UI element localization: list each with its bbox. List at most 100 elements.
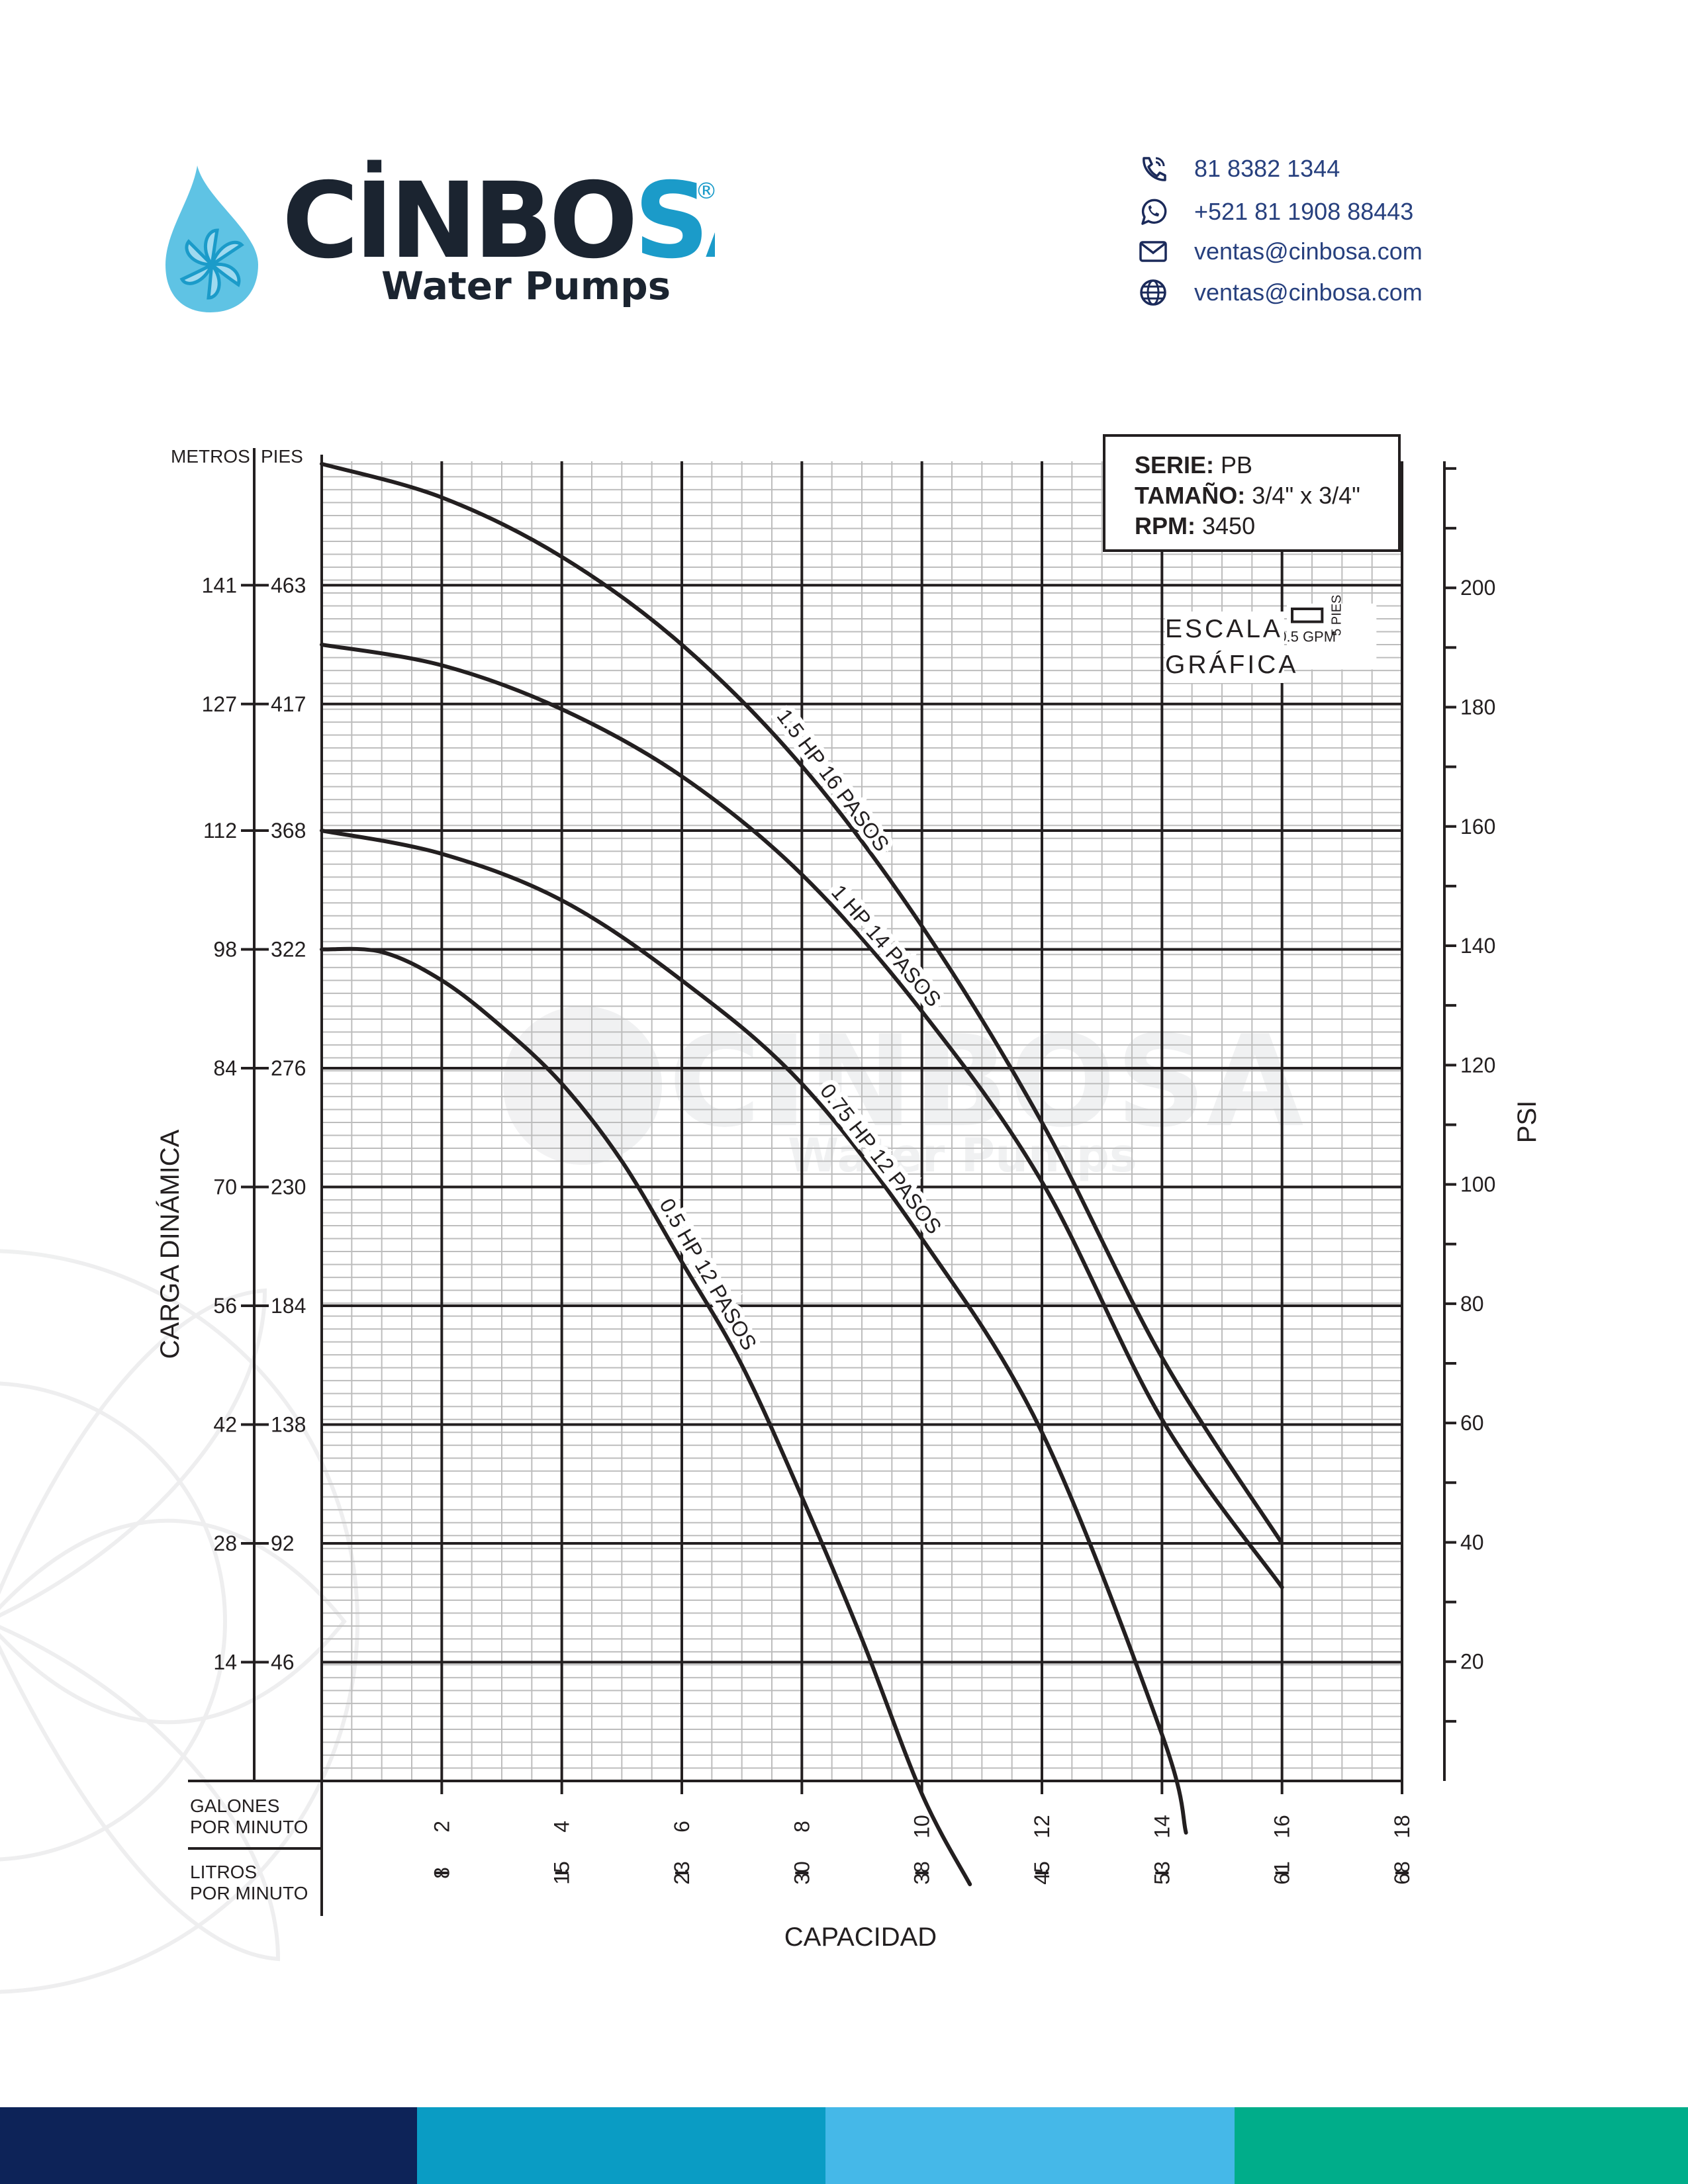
- x-tick-label-lpm: 8: [430, 1867, 453, 1879]
- footer-color-bar: [0, 2107, 1688, 2184]
- y-tick-label-pies: 92: [271, 1531, 295, 1555]
- y-tick-label-pies: 46: [271, 1651, 295, 1674]
- x-tick-label-lpm: 68: [1390, 1861, 1414, 1885]
- axes: [188, 448, 1446, 1916]
- y-tick-label-pies: 417: [271, 692, 306, 716]
- x-tick-label-lpm: 30: [790, 1861, 814, 1885]
- y-tick-label-pies: 322: [271, 938, 306, 962]
- x-tick-label-lpm: 61: [1270, 1861, 1294, 1885]
- x-row2-label-line1: LITROS: [190, 1862, 257, 1882]
- footer-segment: [825, 2107, 1235, 2184]
- scale-horizontal-label: 0.5 GPM: [1278, 629, 1336, 645]
- psi-tick-label: 100: [1460, 1173, 1495, 1197]
- x-row1-label-line2: POR MINUTO: [190, 1817, 308, 1837]
- x-tick-label-gpm: 2: [430, 1821, 453, 1833]
- x-tick-label-lpm: 23: [670, 1861, 694, 1885]
- registered-mark: ®: [695, 178, 715, 205]
- series-line: [320, 829, 1188, 1835]
- x-tick-label-gpm: 4: [550, 1821, 574, 1833]
- y-left-ticks: 14 46 28 92 42 138 56 184 70 230 84 276 98 322 112 368 1…: [202, 573, 306, 1674]
- y-header-metros: METROS: [171, 446, 250, 467]
- psi-tick-label: 20: [1460, 1650, 1484, 1674]
- tamano-row: TAMAÑO: 3/4" x 3/4": [1135, 480, 1398, 511]
- y2-axis-title: PSI: [1513, 1101, 1542, 1143]
- series-label: 1.5 HP 16 PASOS: [773, 705, 894, 856]
- psi-tick-label: 180: [1460, 695, 1495, 719]
- scale-line1: ESCALA: [1165, 615, 1283, 643]
- svg-text:CINBOSA: CINBOSA: [669, 1009, 1303, 1155]
- series-line: [320, 946, 972, 1887]
- whatsapp-icon: [1141, 199, 1167, 225]
- x-tick-label-gpm: 16: [1270, 1815, 1294, 1839]
- y-tick-label-metros: 112: [203, 819, 237, 842]
- y-tick-label-pies: 463: [271, 573, 306, 597]
- y-tick-label-metros: 14: [213, 1651, 237, 1674]
- footer-segment: [0, 2107, 417, 2184]
- svg-text:CİNBOSA: CİNBOSA: [282, 159, 715, 282]
- x-tick-label-lpm: 53: [1150, 1861, 1174, 1885]
- x-axis-title: CAPACIDAD: [784, 1923, 937, 1952]
- brand-name-blue: SA: [634, 160, 715, 282]
- psi-tick-label: 200: [1460, 576, 1495, 600]
- globe-icon: [1140, 279, 1166, 306]
- water-drop-icon: [165, 165, 258, 312]
- series-label-group: 0.5 HP 12 PASOS: [650, 1190, 766, 1359]
- y-tick-label-metros: 56: [213, 1294, 237, 1318]
- x-row2-label-line2: POR MINUTO: [190, 1883, 308, 1903]
- serie-label: SERIE:: [1135, 451, 1215, 478]
- psi-tick-label: 120: [1460, 1053, 1495, 1077]
- y-tick-label-pies: 184: [271, 1294, 306, 1318]
- y-tick-label-pies: 230: [271, 1175, 306, 1199]
- y-tick-label-metros: 127: [202, 692, 237, 716]
- footer-segment: [1235, 2107, 1688, 2184]
- scale-legend: ESCALA GRÁFICA: [1165, 612, 1295, 683]
- y-tick-label-metros: 141: [202, 573, 237, 597]
- x-tick-label-lpm: 45: [1030, 1861, 1054, 1885]
- y-tick-label-pies: 276: [271, 1056, 306, 1080]
- contact-email[interactable]: ventas@cinbosa.com: [1139, 232, 1423, 271]
- y-tick-label-metros: 98: [213, 938, 237, 962]
- psi-tick-label: 140: [1460, 934, 1495, 958]
- series-line: [320, 461, 1284, 1545]
- contact-whatsapp[interactable]: +521 81 1908 88443: [1139, 192, 1413, 232]
- series-label-group: 1 HP 14 PASOS: [822, 876, 951, 1016]
- scale-square: [1291, 608, 1324, 623]
- tamano-label: TAMAÑO:: [1135, 482, 1246, 509]
- x-tick-label-gpm: 12: [1030, 1815, 1054, 1839]
- psi-tick-label: 160: [1460, 815, 1495, 839]
- phone-number: 81 8382 1344: [1194, 155, 1340, 182]
- contact-web[interactable]: ventas@cinbosa.com: [1139, 273, 1423, 312]
- y-header-pies: PIES: [261, 446, 303, 467]
- pump-info-box: SERIE: PB TAMAÑO: 3/4" x 3/4" RPM: 3450: [1103, 434, 1401, 552]
- x-tick-label-gpm: 14: [1150, 1815, 1174, 1839]
- psi-ticks: 20 40 60 80 100 120 140 160 180 200: [1444, 467, 1495, 1723]
- rpm-row: RPM: 3450: [1135, 511, 1398, 541]
- serie-row: SERIE: PB: [1135, 450, 1398, 480]
- psi-tick-label: 80: [1460, 1292, 1484, 1316]
- whatsapp-number: +521 81 1908 88443: [1194, 198, 1414, 225]
- series-line: [320, 643, 1284, 1590]
- series-label-group: 1.5 HP 16 PASOS: [768, 700, 899, 860]
- y-tick-label-pies: 138: [271, 1413, 306, 1437]
- x-ticks: 2 8 4 15 6 23 8 30 10 38 12 45 14 53 16 61 18 68: [430, 1781, 1414, 1885]
- y-tick-label-pies: 368: [271, 819, 306, 842]
- mail-icon: [1139, 241, 1167, 262]
- x-tick-label-lpm: 15: [550, 1861, 574, 1885]
- phone-icon: [1143, 157, 1166, 181]
- psi-tick-label: 60: [1460, 1411, 1484, 1435]
- y-tick-label-metros: 28: [213, 1531, 237, 1555]
- footer-segment: [417, 2107, 825, 2184]
- y-tick-label-metros: 42: [213, 1413, 237, 1437]
- series-label: 1 HP 14 PASOS: [827, 880, 946, 1011]
- brand-tagline: Water Pumps: [381, 263, 671, 308]
- psi-tick-label: 40: [1460, 1530, 1484, 1554]
- rpm-value: 3450: [1196, 512, 1256, 539]
- x-tick-label-gpm: 8: [790, 1821, 814, 1833]
- web-address: ventas@cinbosa.com: [1194, 279, 1423, 306]
- x-row1-label-line1: GALONES: [190, 1796, 279, 1816]
- y-tick-label-metros: 70: [213, 1175, 237, 1199]
- contact-phone[interactable]: 81 8382 1344: [1139, 149, 1340, 189]
- y-tick-label-metros: 84: [213, 1056, 237, 1080]
